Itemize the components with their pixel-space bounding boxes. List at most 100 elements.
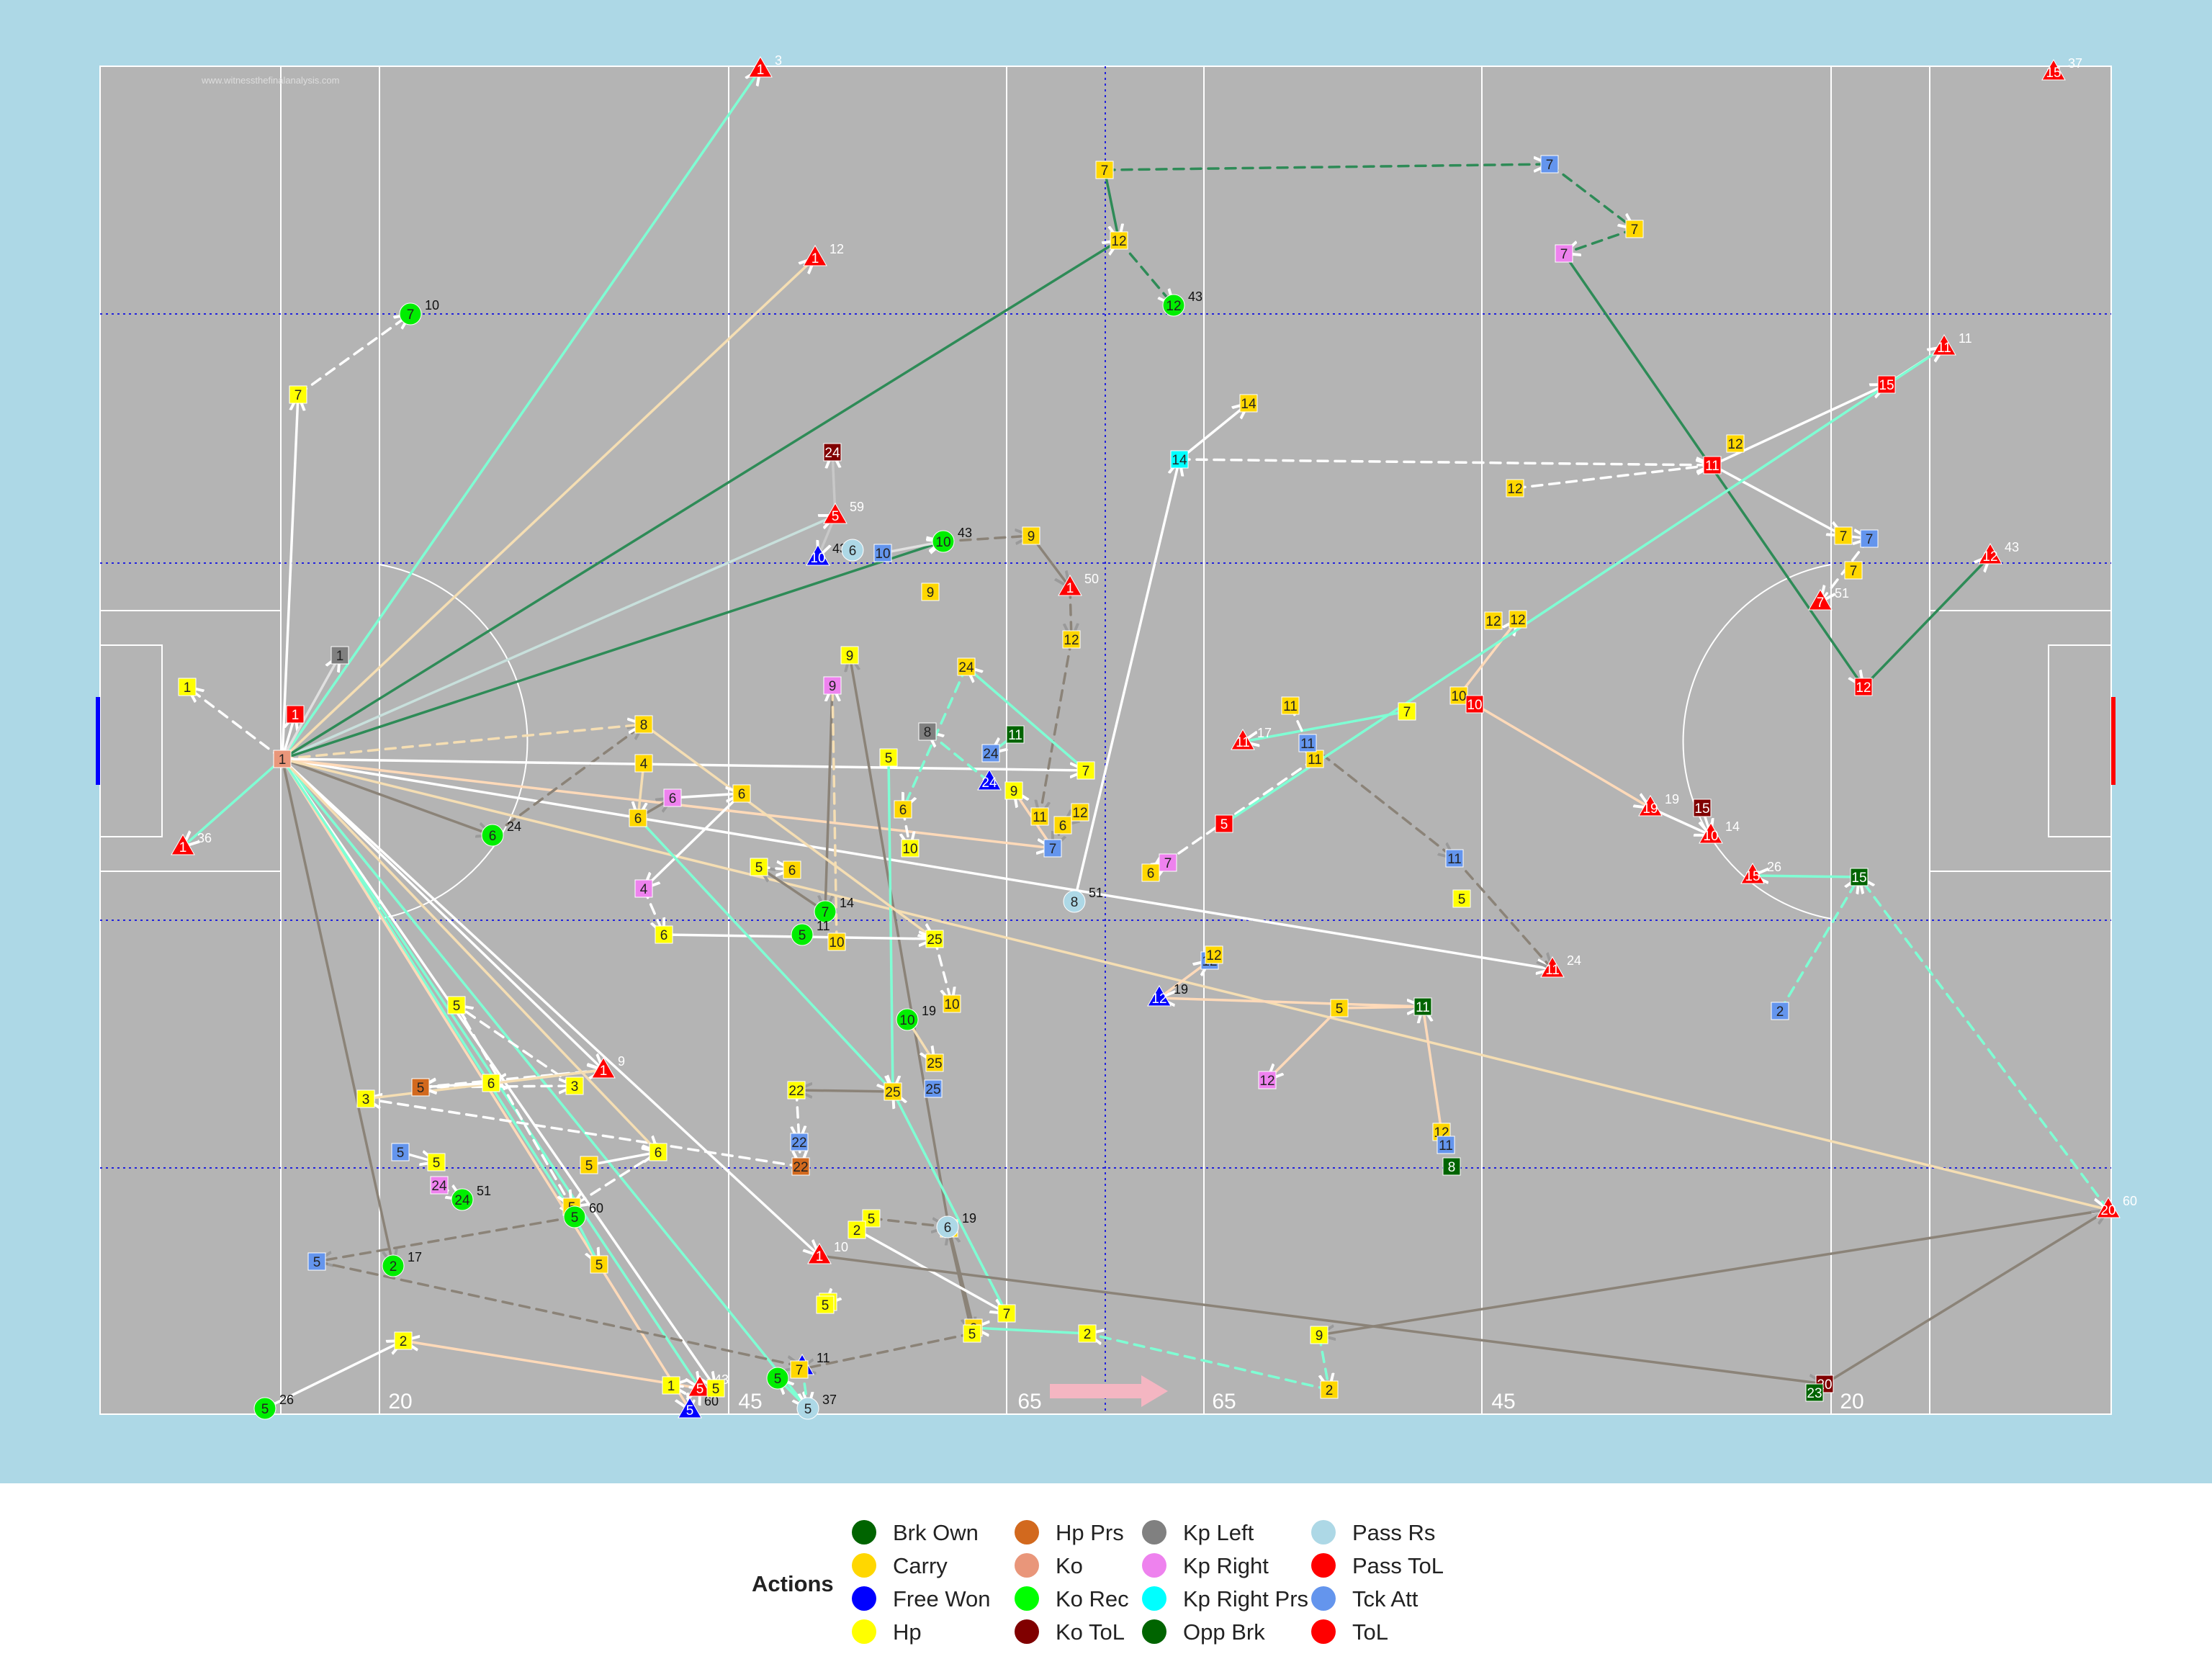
event-marker: 4 (634, 754, 653, 773)
event-player-number: 11 (1008, 728, 1022, 743)
event-time-label: 50 (1084, 572, 1099, 586)
event-link (1267, 1007, 1341, 1080)
event-link (1823, 1210, 2108, 1385)
event-player-number: 1 (757, 63, 765, 78)
event-player-number: 11 (1447, 852, 1462, 867)
circle-marker-icon (399, 302, 422, 325)
event-marker: 12 (1484, 611, 1503, 630)
square-marker-icon (1860, 529, 1879, 548)
square-marker-icon (1258, 1071, 1277, 1089)
event-marker: 9 (840, 646, 859, 665)
event-marker: 23 (1805, 1383, 1824, 1402)
event-player-number: 10 (902, 842, 917, 857)
event-player-number: 8 (640, 718, 648, 733)
event-player-number: 4 (640, 882, 648, 897)
triangle-marker-icon (806, 544, 830, 566)
event-marker: 1 (286, 705, 305, 724)
event-player-number: 12 (1151, 992, 1166, 1007)
square-marker-icon (790, 1360, 809, 1379)
event-player-number: 12 (1259, 1074, 1274, 1089)
circle-marker-icon (814, 900, 837, 923)
square-marker-icon (634, 754, 653, 773)
event-link (281, 757, 2108, 1210)
event-player-number: 23 (1807, 1386, 1822, 1401)
event-marker: 6 (663, 788, 682, 807)
event-marker: 12 (1509, 610, 1527, 629)
triangle-marker-icon (977, 768, 1002, 791)
legend-swatch-icon (1311, 1520, 1336, 1545)
event-player-number: 5 (1336, 1002, 1344, 1017)
left-goal (96, 697, 100, 785)
event-time-label: 26 (1767, 860, 1781, 874)
legend: Actions Brk Own Carry Free Won Hp Hp Prs Ko Ko… (752, 1520, 1444, 1645)
event-link (281, 724, 644, 760)
legend-item: Kp Right Prs (1142, 1586, 1308, 1611)
square-marker-icon (1310, 1326, 1328, 1344)
event-player-number: 7 (1403, 705, 1411, 720)
pitch-label: 65 (1017, 1390, 1041, 1413)
event-player-number: 6 (660, 928, 668, 943)
square-marker-icon (783, 860, 801, 879)
event-marker: 5 60 (563, 1201, 603, 1228)
event-link (927, 732, 991, 783)
event-marker: 3 (565, 1076, 584, 1095)
event-player-number: 5 (261, 1402, 269, 1417)
event-link (281, 516, 835, 760)
square-marker-icon (879, 748, 898, 767)
legend-label: Ko (1056, 1553, 1083, 1578)
event-time-label: 36 (197, 831, 212, 845)
event-marker: 7 (1834, 526, 1853, 545)
event-time-label: 60 (2123, 1194, 2137, 1208)
event-marker: 11 (1006, 725, 1025, 744)
square-marker-icon (1398, 702, 1416, 721)
event-marker: 6 (732, 784, 751, 803)
event-link (281, 757, 658, 1152)
event-marker: 6 (655, 925, 673, 944)
right-goal (2111, 697, 2116, 785)
event-marker: 8 51 (1063, 886, 1103, 913)
event-link (264, 1341, 403, 1410)
square-marker-icon (663, 788, 682, 807)
event-marker: 7 (1043, 839, 1062, 858)
event-link (455, 1004, 572, 1207)
triangle-marker-icon (807, 1242, 832, 1264)
event-marker: 5 (1452, 889, 1471, 908)
event-time-label: 19 (922, 1004, 936, 1018)
legend-swatch-icon (852, 1619, 876, 1644)
pitch-label: 20 (388, 1390, 412, 1413)
event-player-number: 7 (295, 388, 302, 403)
event-player-number: 9 (846, 649, 854, 664)
event-marker: 12 (1854, 678, 1873, 696)
event-marker: 25 (925, 930, 944, 948)
square-marker-icon (840, 646, 859, 665)
square-marker-icon (1022, 526, 1040, 545)
event-link (832, 685, 837, 943)
event-marker: 12 (1258, 1071, 1277, 1089)
legend-label: ToL (1352, 1619, 1388, 1645)
square-marker-icon (629, 809, 647, 827)
triangle-marker-icon (823, 502, 848, 524)
square-marker-icon (1095, 161, 1114, 179)
event-link (1073, 459, 1179, 903)
event-player-number: 14 (1172, 453, 1187, 468)
triangle-marker-icon (1808, 588, 1833, 611)
event-link (281, 757, 1552, 969)
event-link (1306, 742, 1455, 858)
event-link (1423, 1007, 1443, 1133)
square-marker-icon (823, 676, 842, 695)
legend-label: Pass Rs (1352, 1520, 1435, 1545)
event-player-number: 7 (1850, 564, 1858, 579)
event-player-number: 1 (292, 708, 300, 723)
event-marker: 5 26 (253, 1393, 294, 1420)
square-marker-icon (957, 657, 976, 676)
event-link (281, 757, 603, 1070)
square-marker-icon (580, 1156, 598, 1174)
event-link (870, 1218, 948, 1227)
event-link (638, 762, 644, 818)
event-marker: 9 (1310, 1326, 1328, 1344)
event-time-label: 14 (1725, 819, 1740, 834)
